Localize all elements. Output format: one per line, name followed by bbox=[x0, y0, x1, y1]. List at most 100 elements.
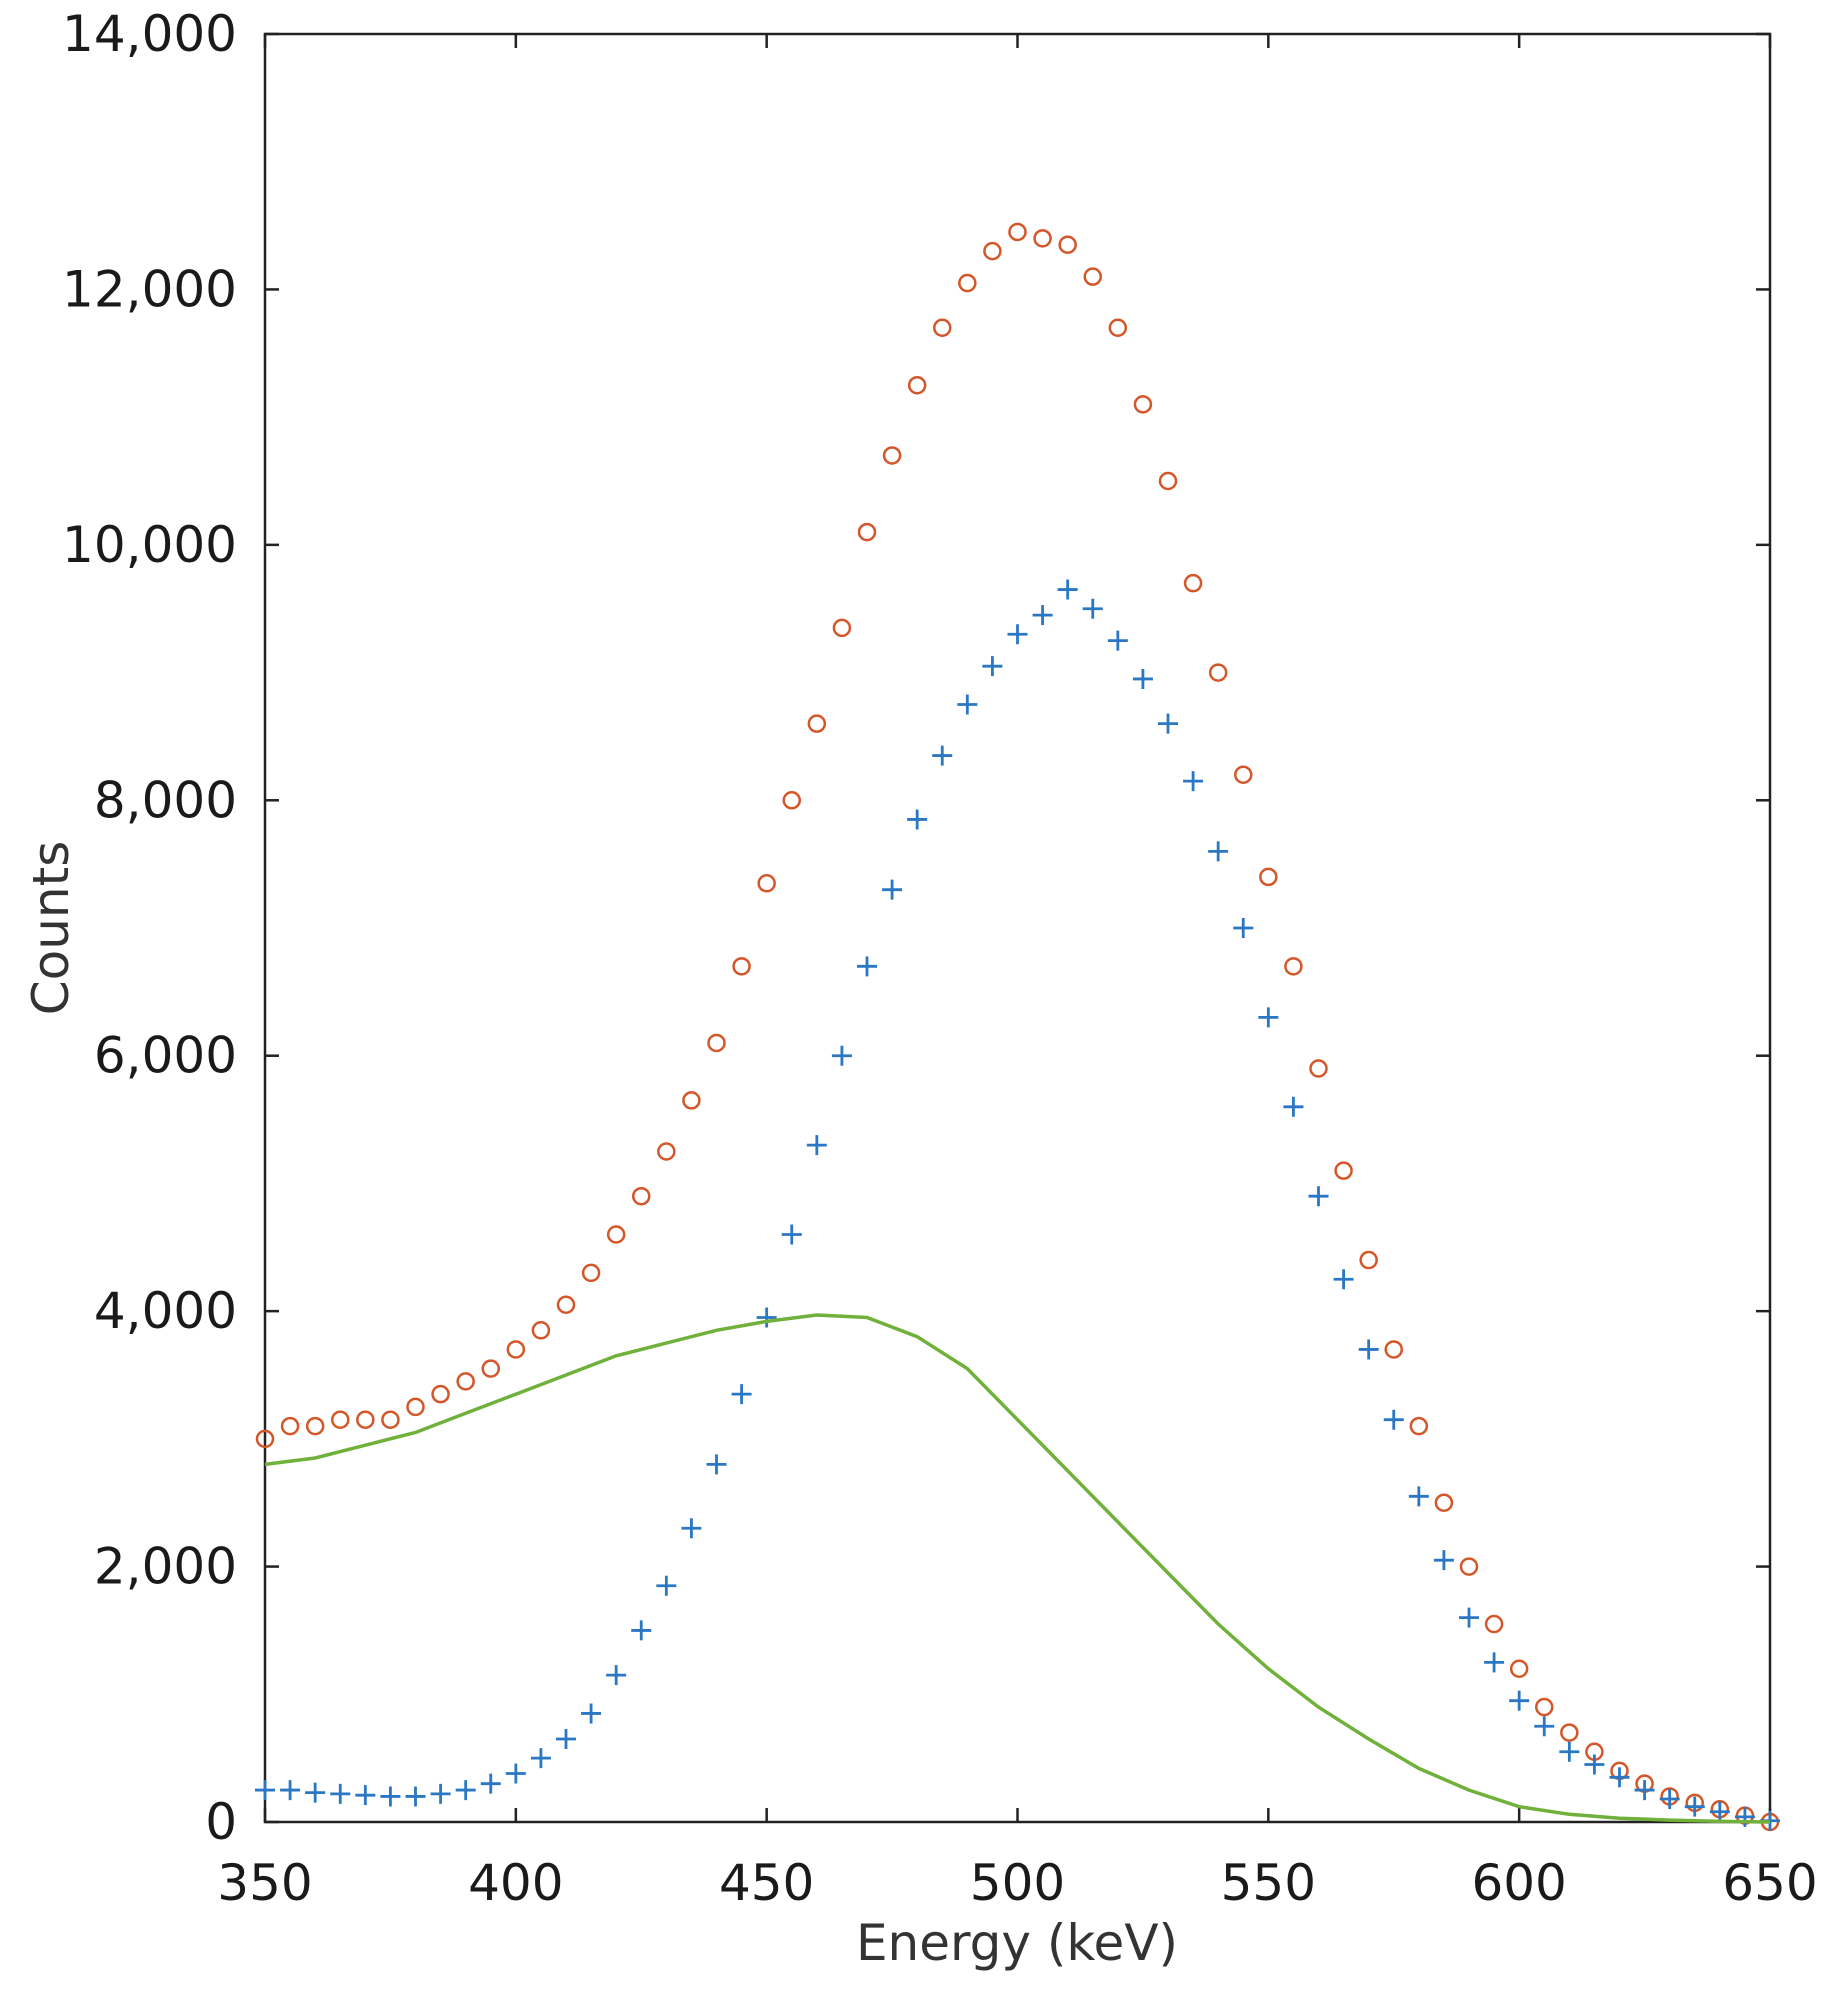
data-point bbox=[782, 791, 801, 810]
data-point bbox=[431, 1384, 450, 1404]
data-point bbox=[1259, 867, 1278, 887]
data-point bbox=[1433, 1550, 1454, 1571]
data-point bbox=[1434, 1493, 1454, 1512]
data-point bbox=[556, 1295, 576, 1315]
data-point bbox=[1383, 1409, 1404, 1430]
data-point bbox=[731, 1384, 752, 1405]
series-3 bbox=[264, 1313, 1771, 1824]
data-point bbox=[606, 1225, 626, 1244]
data-point bbox=[355, 1785, 376, 1806]
data-point bbox=[455, 1780, 476, 1801]
x-tick-label: 350 bbox=[217, 1854, 312, 1912]
data-point bbox=[1509, 1690, 1530, 1711]
data-point bbox=[255, 1780, 275, 1801]
data-point bbox=[305, 1416, 325, 1436]
y-tick-label: 12,000 bbox=[62, 260, 237, 318]
data-point bbox=[806, 1135, 827, 1156]
data-point bbox=[706, 1454, 727, 1475]
data-point bbox=[933, 318, 952, 337]
data-point bbox=[330, 1783, 351, 1804]
data-point bbox=[1459, 1607, 1479, 1628]
data-point bbox=[255, 1429, 275, 1449]
data-point bbox=[707, 1033, 726, 1053]
series-layer bbox=[255, 222, 1780, 1832]
data-point bbox=[1408, 1486, 1429, 1507]
y-tick-label: 6,000 bbox=[94, 1027, 237, 1085]
data-point bbox=[405, 1786, 426, 1807]
data-point bbox=[1358, 1339, 1379, 1360]
data-point bbox=[1484, 1652, 1505, 1673]
data-point bbox=[1333, 1269, 1354, 1290]
data-point bbox=[1007, 624, 1028, 645]
data-point bbox=[406, 1397, 425, 1417]
data-point bbox=[957, 694, 978, 715]
data-point bbox=[1284, 957, 1303, 976]
data-point bbox=[1334, 1161, 1353, 1180]
x-tick-label: 500 bbox=[970, 1854, 1065, 1912]
data-point bbox=[1158, 713, 1178, 734]
data-point bbox=[1484, 1614, 1504, 1634]
data-point bbox=[1634, 1780, 1655, 1801]
data-point bbox=[807, 714, 827, 733]
data-point bbox=[907, 809, 928, 830]
data-point bbox=[732, 957, 751, 976]
data-point bbox=[380, 1786, 401, 1807]
data-point bbox=[1584, 1754, 1605, 1775]
data-point bbox=[1409, 1416, 1429, 1436]
data-point bbox=[1008, 222, 1027, 242]
series-1 bbox=[255, 222, 1780, 1832]
data-point bbox=[1659, 1789, 1680, 1810]
data-point bbox=[1459, 1557, 1479, 1576]
data-point bbox=[581, 1703, 602, 1724]
data-point bbox=[1032, 605, 1053, 626]
data-point bbox=[1384, 1340, 1403, 1359]
data-point bbox=[831, 1045, 852, 1066]
data-point bbox=[1158, 471, 1178, 491]
data-point bbox=[1308, 1186, 1329, 1207]
data-point bbox=[530, 1748, 551, 1769]
data-point bbox=[1107, 630, 1128, 651]
x-axis: 350 400 450 500 550 600 650 bbox=[217, 34, 1818, 1912]
data-point bbox=[983, 241, 1002, 261]
data-point bbox=[1609, 1767, 1630, 1788]
data-point bbox=[857, 522, 877, 542]
y-tick-label: 10,000 bbox=[62, 516, 237, 574]
y-tick-label: 4,000 bbox=[94, 1282, 237, 1340]
data-point bbox=[632, 1186, 651, 1206]
data-point bbox=[857, 956, 877, 977]
series-2 bbox=[255, 579, 1780, 1831]
data-point bbox=[656, 1575, 677, 1596]
data-point bbox=[1535, 1697, 1554, 1717]
data-point bbox=[1509, 1659, 1529, 1678]
data-point bbox=[781, 1224, 802, 1245]
data-point bbox=[1208, 663, 1228, 682]
data-point bbox=[1233, 918, 1254, 938]
data-point bbox=[331, 1410, 350, 1429]
y-axis-title: Counts bbox=[22, 841, 80, 1016]
data-point bbox=[882, 446, 902, 465]
data-point bbox=[505, 1763, 526, 1784]
data-point bbox=[1083, 267, 1102, 286]
data-point bbox=[556, 1728, 576, 1749]
data-point bbox=[480, 1773, 501, 1794]
data-point bbox=[356, 1410, 375, 1429]
data-point bbox=[682, 1091, 701, 1110]
data-point bbox=[1734, 1806, 1755, 1827]
data-point bbox=[1709, 1801, 1730, 1822]
data-point bbox=[305, 1782, 326, 1803]
data-point bbox=[1132, 668, 1153, 689]
data-point bbox=[1534, 1716, 1555, 1737]
data-point bbox=[1309, 1059, 1328, 1078]
data-point bbox=[1359, 1250, 1378, 1270]
data-point bbox=[280, 1416, 300, 1436]
data-point bbox=[1057, 579, 1078, 600]
data-point bbox=[280, 1780, 301, 1801]
data-point bbox=[832, 618, 852, 638]
data-point bbox=[1183, 771, 1204, 792]
y-tick-label: 0 bbox=[205, 1793, 237, 1851]
data-point bbox=[1183, 573, 1203, 593]
data-point bbox=[907, 375, 927, 395]
data-point bbox=[1108, 318, 1128, 337]
data-point bbox=[1283, 1096, 1304, 1117]
